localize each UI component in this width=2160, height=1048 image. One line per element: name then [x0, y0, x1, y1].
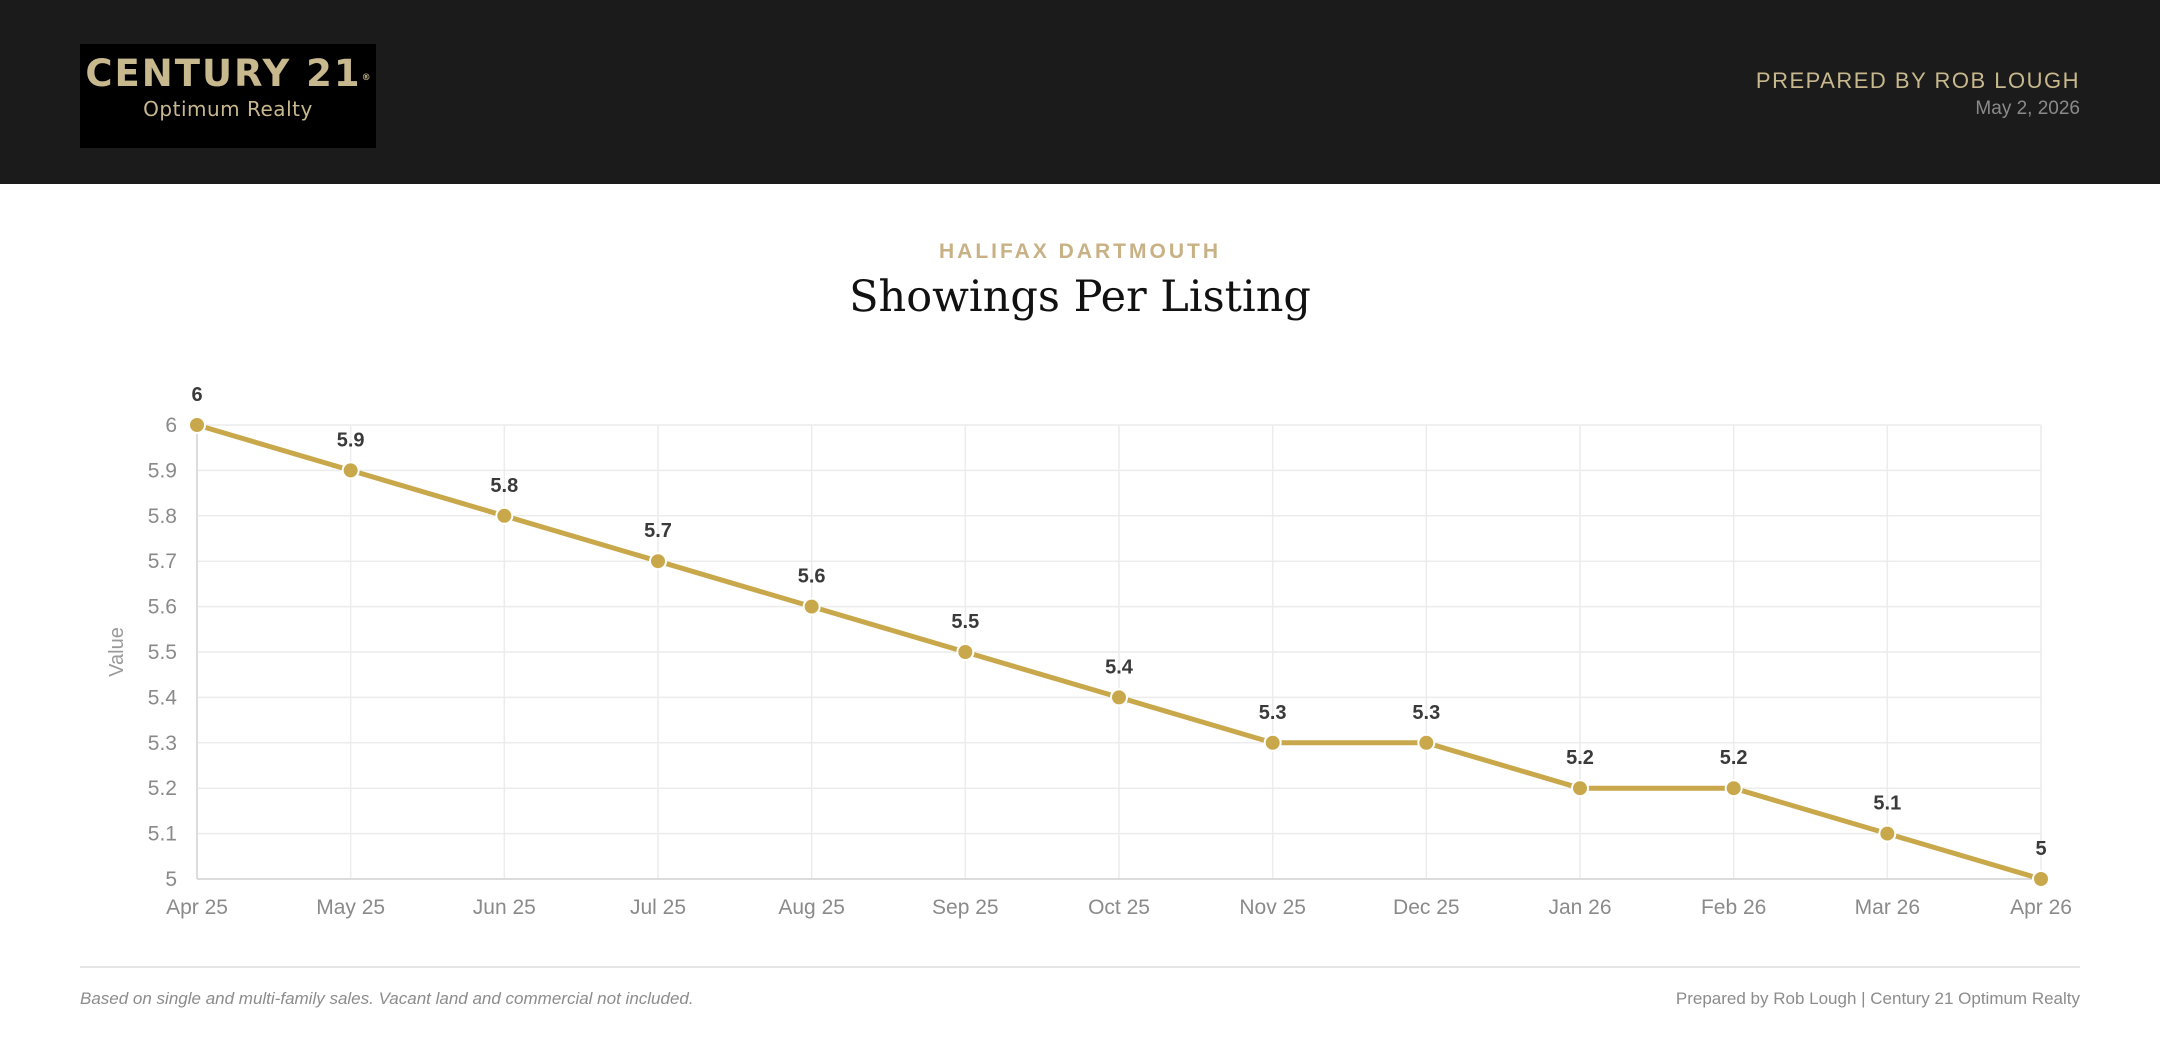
y-tick-label: 5.9 [148, 459, 177, 482]
x-tick-label: Apr 26 [2010, 896, 2072, 919]
data-label: 5.6 [798, 566, 826, 588]
data-point [2032, 870, 2050, 888]
data-point [341, 461, 360, 480]
y-axis-label: Value [106, 627, 128, 677]
footer-credit: Prepared by Rob Lough | Century 21 Optim… [1675, 989, 2080, 1008]
data-point [802, 597, 821, 616]
chart-title: Showings Per Listing [849, 272, 1311, 322]
x-tick-label: May 25 [316, 896, 385, 919]
data-label: 5.9 [337, 429, 365, 451]
data-point [188, 416, 206, 434]
y-tick-label: 5.8 [148, 505, 177, 528]
x-tick-label: Nov 25 [1239, 896, 1306, 919]
report-date: May 2, 2026 [1975, 98, 2080, 119]
data-point [649, 552, 667, 571]
footer-divider [80, 966, 2080, 968]
data-label: 5.2 [1720, 747, 1748, 769]
data-label: 5.5 [951, 611, 979, 633]
data-label: 6 [191, 384, 202, 406]
data-label: 5.4 [1105, 656, 1134, 678]
y-tick-label: 5 [165, 868, 177, 891]
data-point [1263, 733, 1282, 752]
data-label: 5.8 [490, 475, 518, 497]
x-tick-label: Jul 25 [630, 896, 686, 919]
data-point [1724, 779, 1743, 798]
data-label: 5.2 [1566, 747, 1594, 769]
data-point [495, 506, 514, 525]
region-label: HALIFAX DARTMOUTH [939, 240, 1221, 263]
data-label: 5.3 [1412, 702, 1440, 724]
x-tick-label: Aug 25 [778, 896, 845, 919]
x-tick-label: Mar 26 [1855, 896, 1920, 919]
prepared-block: PREPARED BY ROB LOUGH May 2, 2026 [1756, 68, 2080, 120]
logo-brand: CENTURY 21® [85, 52, 371, 95]
x-tick-label: Sep 25 [932, 896, 999, 919]
y-tick-label: 5.7 [148, 550, 177, 573]
data-point [1110, 688, 1128, 707]
y-tick-label: 5.1 [148, 823, 177, 846]
y-tick-label: 5.6 [148, 596, 177, 619]
data-point [956, 643, 975, 661]
y-tick-label: 5.2 [148, 777, 177, 800]
data-label: 5 [2035, 838, 2046, 860]
logo-subtitle: Optimum Realty [143, 97, 313, 121]
report-header: CENTURY 21® Optimum Realty PREPARED BY R… [0, 0, 2160, 184]
data-label: 5.3 [1259, 702, 1287, 724]
data-point [1878, 824, 1897, 843]
x-tick-label: Oct 25 [1088, 896, 1150, 919]
y-tick-label: 5.4 [148, 686, 178, 709]
y-tick-label: 5.3 [148, 732, 177, 755]
data-point [1417, 733, 1436, 752]
data-label: 5.7 [644, 520, 672, 542]
data-point [1571, 779, 1589, 798]
data-label: 5.1 [1873, 793, 1901, 815]
prepared-by-label: PREPARED BY ROB LOUGH [1755, 68, 2080, 93]
x-tick-label: Apr 25 [166, 896, 228, 919]
x-tick-label: Dec 25 [1393, 896, 1460, 919]
century21-logo: CENTURY 21® Optimum Realty [80, 44, 376, 148]
x-tick-label: Jan 26 [1548, 896, 1611, 919]
x-tick-label: Feb 26 [1701, 896, 1766, 919]
y-tick-label: 5.5 [148, 641, 177, 664]
footer-note: Based on single and multi-family sales. … [80, 989, 694, 1008]
x-tick-label: Jun 25 [473, 896, 536, 919]
y-tick-label: 6 [165, 414, 177, 437]
